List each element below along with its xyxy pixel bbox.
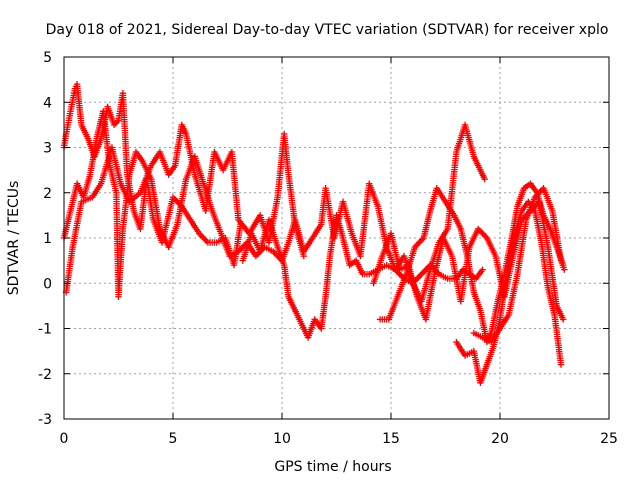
x-tick-label: 0	[60, 431, 69, 447]
y-tick-label: 2	[43, 186, 52, 202]
x-tick-label: 25	[600, 431, 618, 447]
data-points	[60, 80, 568, 386]
y-tick-label: 3	[43, 141, 52, 157]
series-arc-c	[62, 121, 307, 296]
series-trace	[371, 200, 566, 321]
y-tick-label: -2	[38, 367, 52, 383]
y-tick-label: 0	[43, 276, 52, 292]
x-tick-label: 15	[382, 431, 400, 447]
series-arc-h	[453, 198, 565, 386]
series-trace	[472, 186, 567, 345]
y-axis-label: SDTVAR / TECUs	[6, 181, 22, 296]
axis-ticks: 0 5 10 15 20 25 -3 -2 -1 0 1 2 3 4 5	[38, 50, 618, 447]
y-tick-label: -1	[38, 322, 52, 338]
x-axis-label: GPS time / hours	[274, 459, 391, 475]
series-trace	[279, 123, 487, 303]
series-trace	[454, 200, 564, 384]
chart-title: Day 018 of 2021, Sidereal Day-to-day VTE…	[46, 22, 609, 38]
x-tick-label: 20	[491, 431, 509, 447]
x-tick-label: 10	[273, 431, 291, 447]
y-tick-label: -3	[38, 412, 52, 428]
y-tick-label: 1	[43, 231, 52, 247]
y-tick-label: 4	[43, 95, 52, 111]
series-trace	[63, 123, 307, 294]
y-tick-label: 5	[43, 50, 52, 66]
series-arc-e	[278, 121, 488, 305]
x-tick-label: 5	[169, 431, 178, 447]
series-arc-i	[470, 185, 568, 346]
